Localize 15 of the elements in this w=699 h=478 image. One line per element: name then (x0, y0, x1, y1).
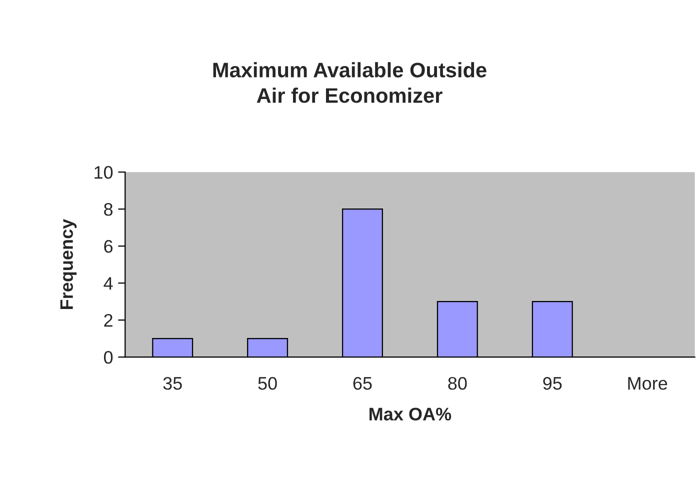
chart-title: Maximum Available Outside Air for Economizer (213, 62, 486, 103)
x-tick-label: 95 (543, 376, 562, 390)
y-axis-title: Frequency (60, 219, 77, 310)
x-axis-title: Max OA% (370, 408, 452, 420)
x-tick-label: 65 (353, 376, 372, 390)
x-tick-label: 80 (448, 376, 467, 390)
y-tick-label: 10 (94, 166, 113, 179)
x-tick-label: 35 (163, 376, 182, 390)
y-tick-label: 0 (104, 351, 113, 364)
y-tick-label: 2 (104, 314, 112, 327)
y-tick-label: 8 (104, 203, 113, 216)
y-tick-label: 4 (104, 277, 113, 290)
y-tick-label: 6 (104, 240, 113, 253)
x-tick-label: 50 (258, 376, 277, 390)
x-tick-label: More (628, 377, 668, 390)
